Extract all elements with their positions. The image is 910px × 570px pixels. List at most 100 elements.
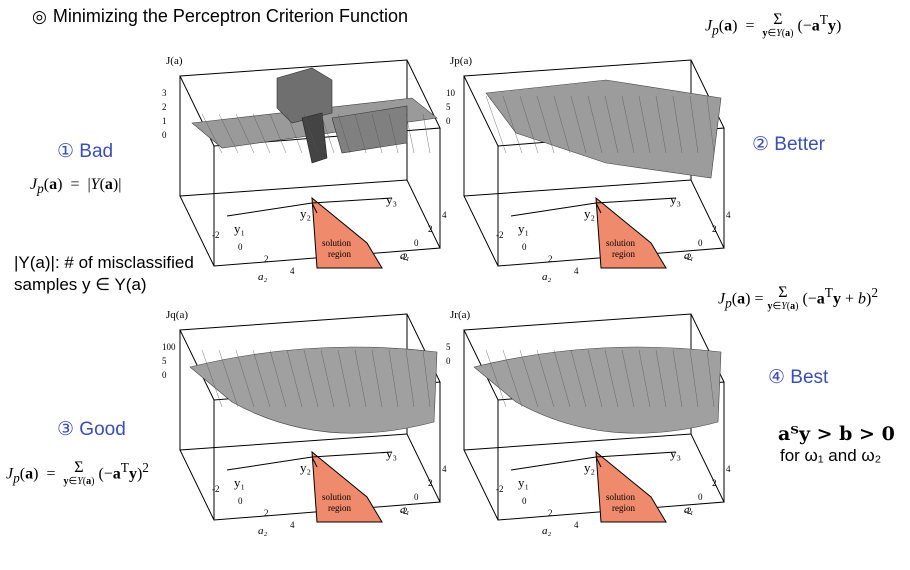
mesh-line bbox=[303, 113, 319, 154]
axis-label-a2: a₂ bbox=[258, 271, 268, 283]
mesh-line bbox=[502, 349, 523, 408]
axis-label-a2: a₂ bbox=[542, 271, 552, 283]
vector-y3 bbox=[595, 451, 677, 458]
page-title: ◎ Minimizing the Perceptron Criterion Fun… bbox=[32, 6, 408, 27]
a1-tick-label: -2 bbox=[684, 506, 692, 516]
mesh-line bbox=[320, 349, 335, 408]
z-axis-label: Jq(a) bbox=[166, 309, 188, 321]
label-good: ③ Good bbox=[57, 419, 126, 440]
mesh-line bbox=[371, 113, 383, 154]
mesh-line bbox=[235, 349, 255, 408]
mesh-line bbox=[354, 349, 367, 408]
vector-y2 bbox=[595, 202, 602, 214]
mesh-line bbox=[536, 349, 555, 408]
margin-note: aᵀy > b > 0 for ω₁ and ω₂ bbox=[778, 423, 895, 467]
mesh-line bbox=[235, 113, 255, 154]
a1-tick-label: 2 bbox=[712, 478, 717, 488]
mesh-line bbox=[422, 349, 431, 408]
a1-tick-label: 4 bbox=[442, 464, 447, 474]
mesh-line bbox=[371, 349, 383, 408]
a1-tick-label: -2 bbox=[400, 506, 408, 516]
mesh-line bbox=[201, 113, 223, 154]
mesh-line bbox=[672, 95, 683, 154]
panel-better: Jp(a)1050solutionregiony₁y₂y₃-2024420-2a… bbox=[446, 55, 731, 283]
a2-tick-label: -2 bbox=[496, 484, 504, 494]
a2-tick-label: 2 bbox=[548, 254, 553, 264]
vector-y3 bbox=[311, 451, 393, 458]
a2-tick-label: 0 bbox=[522, 242, 527, 252]
label-better: ② Better bbox=[752, 134, 826, 155]
vector-label-y3: y₃ bbox=[386, 446, 397, 461]
axis-label-a1: a₁ bbox=[400, 250, 410, 262]
z-tick-label: 2 bbox=[162, 102, 167, 112]
solution-region-label: solution bbox=[322, 238, 352, 248]
solution-region-label: region bbox=[612, 249, 635, 259]
z-axis-label: Jr(a) bbox=[450, 309, 470, 321]
surface-plane bbox=[485, 79, 722, 179]
z-tick-label: 100 bbox=[162, 342, 176, 352]
a1-tick-label: 0 bbox=[698, 238, 703, 248]
mesh-line bbox=[519, 95, 539, 154]
mesh-line bbox=[570, 95, 587, 154]
mesh-line bbox=[252, 113, 271, 154]
mesh-line bbox=[354, 113, 367, 154]
vector-label-y1: y₁ bbox=[518, 475, 529, 490]
vector-label-y2: y₂ bbox=[584, 460, 595, 475]
mesh-line bbox=[388, 113, 399, 154]
vector-y3 bbox=[311, 197, 393, 204]
a2-tick-label: 4 bbox=[574, 520, 579, 530]
a2-tick-label: -2 bbox=[212, 484, 220, 494]
z-tick-label: 0 bbox=[162, 370, 167, 380]
misclassified-note: |Y(a)|: # of misclassified samples y ∈ Y… bbox=[14, 252, 194, 296]
vector-label-y1: y₁ bbox=[518, 221, 529, 236]
criterion-surface bbox=[485, 79, 722, 179]
mesh-line bbox=[536, 95, 555, 154]
mesh-line bbox=[706, 95, 715, 154]
mesh-line bbox=[422, 113, 431, 154]
a1-tick-label: 4 bbox=[442, 210, 447, 220]
mesh-line bbox=[604, 95, 619, 154]
label-best: ④ Best bbox=[768, 367, 829, 388]
mesh-line bbox=[201, 349, 223, 408]
mesh-line bbox=[303, 349, 319, 408]
vector-label-y3: y₃ bbox=[386, 192, 397, 207]
solution-region-label: region bbox=[328, 503, 351, 513]
vector-y1 bbox=[226, 202, 313, 217]
criterion-surface bbox=[189, 346, 438, 434]
a1-tick-label: 0 bbox=[698, 492, 703, 502]
mesh-line bbox=[689, 95, 699, 154]
solution-region bbox=[311, 196, 383, 269]
mesh-line bbox=[218, 113, 239, 154]
mesh-line bbox=[269, 113, 287, 154]
vector-label-y1: y₁ bbox=[234, 221, 245, 236]
label-bad: ① Bad bbox=[57, 141, 114, 162]
z-tick-label: 3 bbox=[162, 88, 167, 98]
axis-label-a2: a₂ bbox=[258, 525, 268, 537]
a2-tick-label: 4 bbox=[290, 520, 295, 530]
mesh-line bbox=[570, 349, 587, 408]
a1-tick-label: 4 bbox=[726, 464, 731, 474]
mesh-line bbox=[218, 349, 239, 408]
mesh-line bbox=[638, 349, 651, 408]
vector-y1 bbox=[226, 456, 313, 471]
solution-region bbox=[595, 450, 667, 523]
panel-best: Jr(a)50solutionregiony₁y₂y₃-2024420-2a₁a… bbox=[446, 309, 731, 537]
mesh-line bbox=[337, 113, 351, 154]
a2-tick-label: -2 bbox=[496, 230, 504, 240]
solution-region-label: region bbox=[612, 503, 635, 513]
solution-region-label: region bbox=[328, 249, 351, 259]
a2-tick-label: 0 bbox=[238, 242, 243, 252]
a2-tick-label: 0 bbox=[522, 496, 527, 506]
vector-label-y1: y₁ bbox=[234, 475, 245, 490]
z-tick-label: 10 bbox=[446, 88, 456, 98]
solution-region-label: solution bbox=[606, 492, 636, 502]
vector-label-y2: y₂ bbox=[300, 206, 311, 221]
mesh-line bbox=[320, 113, 335, 154]
mesh-line bbox=[405, 113, 415, 154]
mesh-line bbox=[706, 349, 715, 408]
title-text: Minimizing the Perceptron Criterion Func… bbox=[52, 6, 408, 26]
mesh-line bbox=[672, 349, 683, 408]
a2-tick-label: 2 bbox=[548, 508, 553, 518]
